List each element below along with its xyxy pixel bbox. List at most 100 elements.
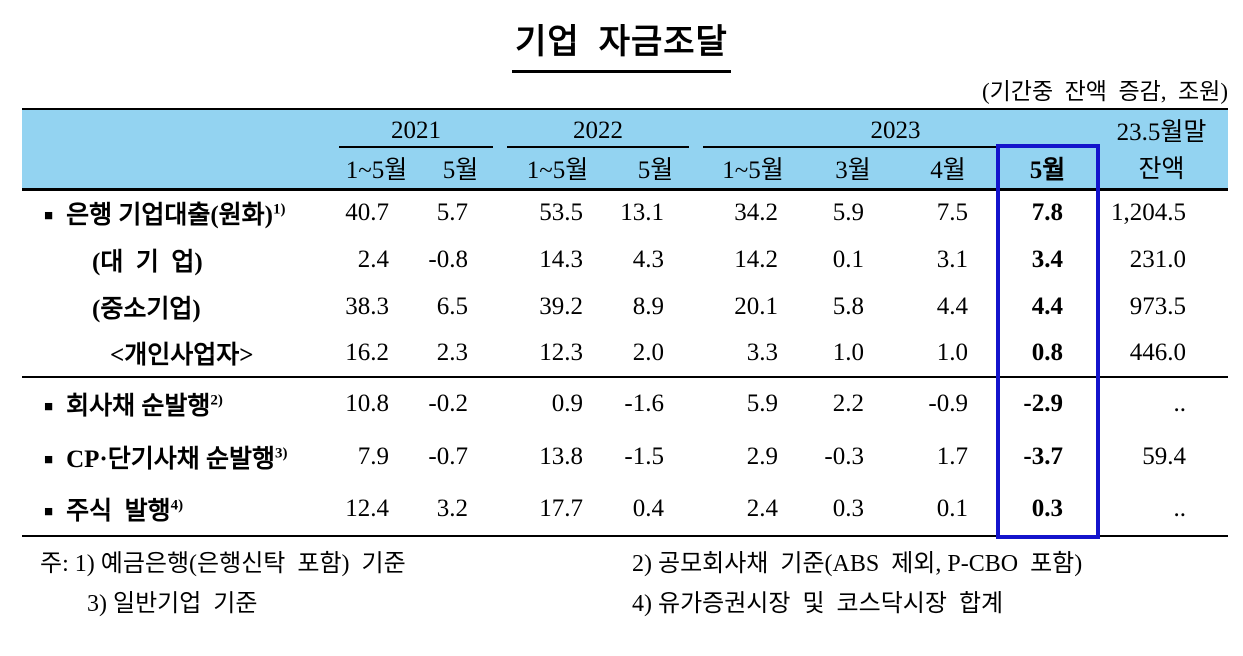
cell-value: 0.9 — [500, 376, 615, 430]
table-row: ■ 회사채 순발행2) 10.8 -0.2 0.9 -1.6 5.9 2.2 -0.9 -2.9.… — [22, 376, 1228, 430]
table-row: ■ 주식 발행4) 12.4 3.2 17.7 0.4 2.4 0.3 0.1 0.3.. — [22, 483, 1228, 537]
table-row: (중소기업) 38.3 6.5 39.2 8.9 20.1 5.8 4.4 4.4 973.5 — [22, 283, 1228, 330]
row-label: ■ 은행 기업대출(원화)1) — [22, 189, 332, 236]
row-label: ■ 회사채 순발행2) — [22, 376, 332, 430]
cell-value: -2.9 — [1000, 376, 1095, 430]
cell-value: 1.0 — [936, 339, 968, 366]
cell-value: 7.5 — [936, 199, 968, 227]
corner-header-cell — [22, 108, 332, 191]
cell-value: -0.3 — [824, 442, 864, 470]
cell-value: 2.4 — [696, 483, 810, 537]
cell-value: 0.8 — [1031, 339, 1063, 366]
table-row: ■ 은행 기업대출(원화)1) 40.7 5.7 53.5 13.1 34.2 5.9 7.5 7… — [22, 189, 1228, 236]
footnote-reference: 4) — [170, 497, 184, 514]
footnote-2: 2) 공모회사채 기준(ABS 제외, P-CBO 포함) — [632, 551, 1083, 577]
footnote-reference: 1) — [272, 201, 286, 218]
cell-value: 7.9 — [357, 442, 389, 470]
year-header-row: 2021 2022 2023 23.5월말 잔액 — [22, 108, 1228, 191]
cell-value: 3.4 — [1031, 245, 1063, 273]
cell-value: 12.4 — [332, 483, 421, 537]
month-header: 1~5월 — [500, 148, 615, 191]
bullet-square-icon: ■ — [44, 399, 54, 415]
cell-value: -3.7 — [1023, 442, 1063, 470]
year-label: 2021 — [391, 117, 441, 144]
cell-value: 6.5 — [436, 292, 468, 320]
month-header: 4월 — [896, 148, 1000, 191]
page-title: 기업 자금조달 — [512, 14, 731, 73]
cell-value: 973.5 — [1129, 292, 1186, 320]
bullet-square-icon: ■ — [44, 451, 54, 468]
cell-value: 20.1 — [734, 292, 778, 320]
footnote-3: 3) 일반기업 기준 — [87, 591, 258, 617]
cell-value: 231.0 — [1129, 245, 1186, 273]
cell-value: 2.2 — [810, 376, 896, 430]
cell-value: .. — [1095, 376, 1228, 430]
table-body: ■ 은행 기업대출(원화)1) 40.7 5.7 53.5 13.1 34.2 5.9 7.5 7… — [22, 189, 1228, 537]
row-label: (대 기 업) — [22, 236, 332, 283]
cell-value: 10.8 — [332, 376, 421, 430]
row-label: ■ CP·단기사채 순발행3) — [22, 430, 332, 483]
row-label-text: <개인사업자> — [110, 342, 254, 369]
month-header-highlighted: 5월 — [1000, 148, 1095, 191]
month-header-row: 1~5월 5월 1~5월 5월 1~5월 3월 4월 5월 — [22, 148, 1228, 191]
year-label: 2023 — [870, 117, 921, 144]
cell-value: 5.7 — [436, 199, 468, 227]
cell-value: 12.3 — [539, 339, 583, 366]
cell-value: 5.9 — [696, 376, 810, 430]
cell-value: 4.4 — [1031, 292, 1063, 320]
month-header: 1~5월 — [696, 148, 810, 191]
row-label: <개인사업자> — [22, 330, 332, 377]
row-label: (중소기업) — [22, 283, 332, 330]
row-label: ■ 주식 발행4) — [22, 483, 332, 537]
row-label-text: (대 기 업) — [92, 248, 203, 276]
cell-value: 17.7 — [500, 483, 615, 537]
cell-value: 0.4 — [615, 483, 696, 537]
unit-note: (기간중 잔액 증감, 조원) — [981, 79, 1228, 104]
balance-header: 23.5월말 잔액 — [1095, 108, 1228, 191]
cell-value: 53.5 — [539, 199, 583, 227]
table-row: ■ CP·단기사채 순발행3) 7.9 -0.7 13.8 -1.5 2.9 -0.3 1.7 -… — [22, 430, 1228, 483]
cell-value: 5.8 — [832, 292, 864, 320]
cell-value: 2.0 — [632, 339, 664, 366]
cell-value: 3.2 — [421, 483, 500, 537]
cell-value: -1.6 — [615, 376, 696, 430]
cell-value: 5.9 — [832, 199, 864, 227]
table-section: 2021 2022 2023 23.5월말 잔액 1~5월 5월 1~5월 5월… — [22, 108, 1228, 539]
cell-value: 0.3 — [1000, 483, 1095, 537]
footnote-4: 4) 유가증권시장 및 코스닥시장 합계 — [632, 591, 1004, 617]
year-header-2021: 2021 — [332, 108, 500, 148]
year-header-2023: 2023 — [696, 108, 1095, 148]
year-header-2022: 2022 — [500, 108, 696, 148]
year-label: 2022 — [573, 117, 623, 144]
cell-value: 1.0 — [832, 339, 864, 366]
cell-value: 7.8 — [1031, 199, 1063, 227]
footnote-reference: 3) — [274, 445, 288, 462]
cell-value: 3.3 — [746, 339, 778, 366]
month-header: 5월 — [615, 148, 696, 191]
cell-value: -0.8 — [428, 245, 468, 273]
cell-value: 38.3 — [345, 292, 389, 320]
cell-value: 3.1 — [936, 245, 968, 273]
row-label-text: 주식 발행 — [66, 498, 171, 525]
cell-value: 39.2 — [539, 292, 583, 320]
cell-value: 14.2 — [734, 245, 778, 273]
bullet-square-icon: ■ — [44, 208, 54, 225]
footnote-1: 주: 1) 예금은행(은행신탁 포함) 기준 — [40, 551, 406, 577]
corporate-financing-table: 2021 2022 2023 23.5월말 잔액 1~5월 5월 1~5월 5월… — [22, 108, 1228, 537]
cell-value: 16.2 — [345, 339, 389, 366]
cell-value: 4.4 — [936, 292, 968, 320]
cell-value: -0.9 — [896, 376, 1000, 430]
cell-value: 0.3 — [810, 483, 896, 537]
cell-value: 14.3 — [539, 245, 583, 273]
cell-value: 34.2 — [734, 199, 778, 227]
cell-value: 40.7 — [345, 199, 389, 227]
cell-value: 8.9 — [632, 292, 664, 320]
cell-value: -1.5 — [624, 442, 664, 470]
cell-value: -0.2 — [421, 376, 500, 430]
cell-value: 2.4 — [357, 245, 389, 273]
month-header: 5월 — [421, 148, 500, 191]
row-label-text: 은행 기업대출(원화) — [66, 202, 273, 230]
footnotes-left: 주: 1) 예금은행(은행신탁 포함) 기준 3) 일반기업 기준 — [40, 544, 406, 624]
table-row: (대 기 업) 2.4 -0.8 14.3 4.3 14.2 0.1 3.1 3.4 231.0 — [22, 236, 1228, 283]
month-header: 1~5월 — [332, 148, 421, 191]
